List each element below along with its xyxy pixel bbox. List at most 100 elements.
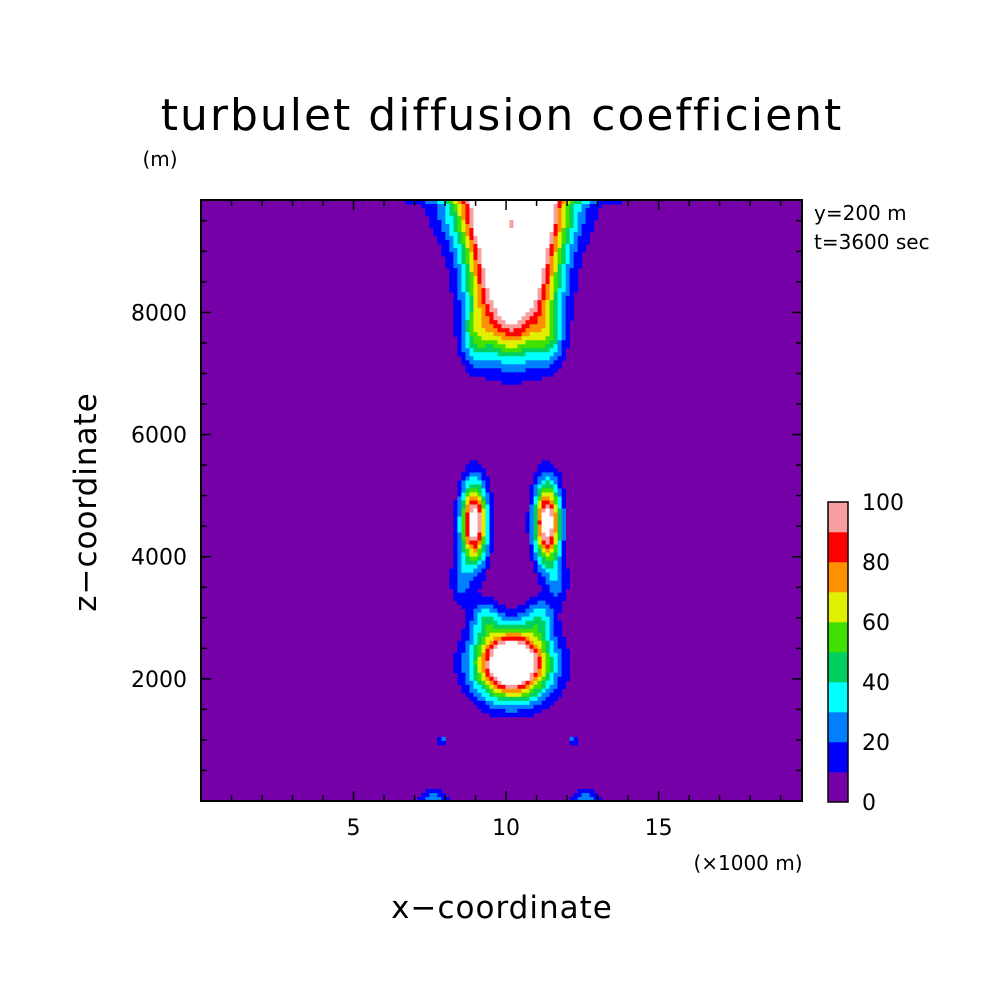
contour-cell	[529, 484, 534, 489]
contour-cell	[501, 360, 526, 365]
contour-cell	[569, 236, 575, 241]
contour-cell	[461, 564, 478, 570]
contour-cell	[553, 320, 558, 325]
contour-cell	[465, 264, 470, 269]
contour-cell	[445, 260, 454, 265]
contour-cell	[465, 300, 470, 305]
contour-cell	[481, 500, 486, 505]
contour-cell	[533, 632, 542, 638]
contour-cell	[445, 236, 454, 241]
contour-cell	[465, 320, 470, 325]
contour-cell	[465, 676, 470, 682]
contour-cell	[489, 512, 494, 517]
contour-cell	[521, 632, 534, 638]
contour-cell	[457, 288, 462, 293]
contour-cell	[549, 544, 554, 549]
contour-cell	[489, 316, 494, 321]
contour-cell	[473, 288, 478, 293]
contour-cell	[561, 500, 567, 505]
contour-cell	[565, 228, 571, 233]
contour-cell	[441, 220, 446, 225]
contour-cell	[485, 540, 490, 545]
contour-cell	[477, 632, 486, 638]
contour-cell	[565, 316, 575, 321]
contour-cell	[553, 236, 558, 241]
contour-cell	[549, 584, 562, 590]
contour-cell	[465, 488, 470, 493]
contour-cell	[497, 312, 526, 317]
contour-cell	[485, 632, 490, 638]
contour-cell	[537, 556, 542, 561]
contour-cell	[533, 500, 538, 505]
contour-cell	[481, 684, 486, 690]
contour-cell	[453, 200, 458, 205]
contour-cell	[421, 792, 430, 798]
contour-cell	[533, 608, 546, 614]
contour-cell	[577, 248, 587, 253]
contour-cell	[561, 328, 567, 333]
contour-cell	[473, 544, 478, 549]
contour-cell	[461, 320, 466, 325]
contour-cell	[553, 552, 558, 557]
contour-cell	[553, 352, 562, 357]
contour-cell	[561, 308, 567, 313]
contour-cell	[565, 208, 571, 213]
contour-cell	[545, 632, 550, 638]
contour-cell	[481, 552, 486, 557]
contour-cell	[545, 680, 554, 686]
x-tick-label: 5	[347, 816, 361, 841]
contour-cell	[561, 520, 567, 525]
contour-cell	[549, 504, 554, 509]
contour-cell	[557, 544, 562, 549]
contour-cell	[541, 660, 546, 666]
contour-cell	[453, 556, 458, 561]
contour-cell	[549, 240, 554, 245]
contour-cell	[557, 528, 562, 533]
contour-cell	[461, 300, 466, 305]
contour-cell	[473, 268, 478, 273]
contour-cell	[489, 672, 494, 678]
contour-cell	[437, 240, 450, 245]
contour-cell	[529, 500, 534, 505]
contour-cell	[465, 284, 470, 289]
contour-cell	[541, 648, 546, 654]
annotation-t: t=3600 sec	[814, 230, 930, 254]
contour-cell	[469, 224, 474, 229]
contour-cell	[545, 556, 554, 561]
contour-cell	[469, 684, 474, 690]
contour-cell	[481, 300, 486, 305]
contour-cell	[545, 548, 550, 553]
contour-cell	[565, 260, 571, 265]
contour-cell	[469, 252, 474, 257]
contour-cell	[557, 512, 562, 517]
contour-cell	[561, 344, 571, 349]
contour-cell	[549, 280, 554, 285]
contour-cell	[553, 264, 558, 269]
contour-cell	[533, 676, 538, 682]
contour-cell	[449, 284, 458, 289]
contour-cell	[553, 504, 558, 509]
contour-cell	[457, 492, 462, 497]
contour-cell	[449, 576, 458, 582]
contour-cell	[541, 544, 546, 549]
contour-cell	[477, 252, 482, 257]
contour-cell	[525, 620, 546, 626]
contour-cell	[565, 272, 571, 277]
contour-cell	[473, 292, 478, 297]
contour-cell	[437, 736, 442, 742]
contour-cell	[541, 520, 554, 525]
contour-cell	[549, 476, 558, 481]
y-axis-label: z−coordinate	[68, 392, 104, 612]
contour-cell	[477, 516, 482, 521]
contour-cell	[521, 680, 526, 686]
contour-cell	[541, 308, 546, 313]
contour-cell	[481, 652, 486, 658]
contour-cell	[549, 576, 558, 582]
contour-cell	[545, 672, 550, 678]
contour-cell	[545, 664, 550, 670]
contour-cell	[473, 264, 478, 269]
contour-cell	[573, 232, 583, 237]
contour-cell	[485, 504, 490, 509]
contour-cell	[473, 664, 478, 670]
contour-cell	[545, 300, 550, 305]
